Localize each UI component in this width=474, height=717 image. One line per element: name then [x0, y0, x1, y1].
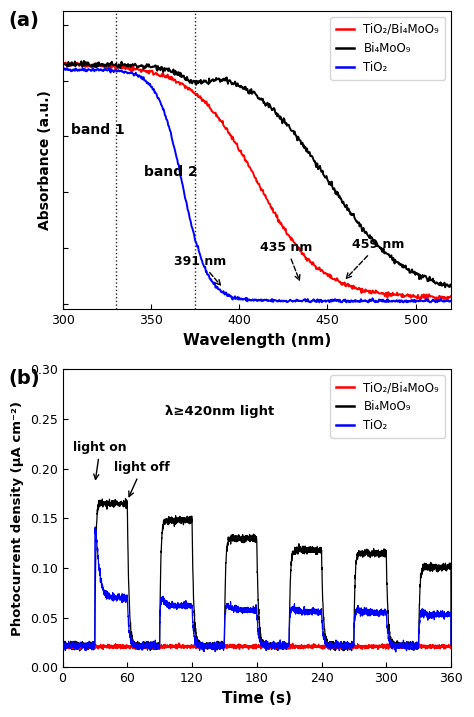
Text: light on: light on — [73, 441, 127, 480]
Text: 391 nm: 391 nm — [174, 255, 226, 285]
Text: band 1: band 1 — [72, 123, 125, 137]
Legend: TiO₂/Bi₄MoO₉, Bi₄MoO₉, TiO₂: TiO₂/Bi₄MoO₉, Bi₄MoO₉, TiO₂ — [330, 17, 445, 80]
X-axis label: Time (s): Time (s) — [222, 691, 292, 706]
Text: (a): (a) — [8, 11, 39, 30]
Text: λ≥420nm light: λ≥420nm light — [165, 405, 274, 418]
Y-axis label: Photocurrent density (μA cm⁻²): Photocurrent density (μA cm⁻²) — [11, 401, 24, 636]
X-axis label: Wavelength (nm): Wavelength (nm) — [182, 333, 331, 348]
Legend: TiO₂/Bi₄MoO₉, Bi₄MoO₉, TiO₂: TiO₂/Bi₄MoO₉, Bi₄MoO₉, TiO₂ — [330, 375, 445, 438]
Y-axis label: Absorbance (a.u.): Absorbance (a.u.) — [38, 90, 52, 230]
Text: 435 nm: 435 nm — [260, 241, 313, 280]
Text: light off: light off — [114, 461, 170, 497]
Text: (b): (b) — [8, 369, 40, 389]
Text: 459 nm: 459 nm — [346, 238, 404, 278]
Text: band 2: band 2 — [144, 164, 198, 179]
